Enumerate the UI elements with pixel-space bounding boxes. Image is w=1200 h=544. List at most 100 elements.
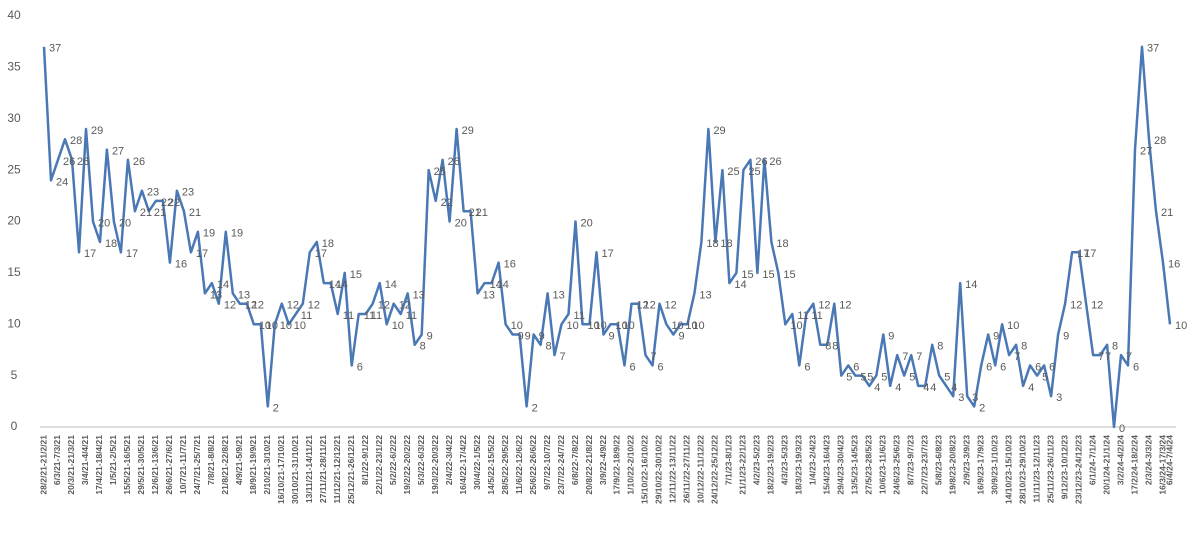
x-tick-label: 9/7/22-10/7/22: [542, 435, 552, 490]
value-label: 5: [846, 372, 852, 384]
value-label: 9: [1063, 330, 1069, 342]
value-label: 26: [769, 156, 781, 168]
value-label: 17: [196, 248, 208, 260]
value-label: 11: [811, 310, 822, 322]
value-label: 18: [720, 238, 732, 250]
x-tick-label: 21/1/23-22/1/23: [738, 435, 748, 495]
x-tick-label: 18/9/21-19/9/21: [248, 435, 258, 495]
x-tick-label: 10/6/23-11/6/23: [878, 435, 888, 494]
value-label: 2: [979, 402, 985, 414]
value-label: 9: [427, 330, 433, 342]
value-label: 14: [497, 279, 509, 291]
x-tick-label: 26/11/22-27/11/22: [682, 435, 692, 503]
y-tick-label: 5: [11, 368, 18, 382]
value-label: 17: [126, 248, 138, 260]
value-label: 16: [1168, 259, 1180, 271]
x-tick-label: 22/1/22-23/1/22: [374, 435, 384, 495]
value-label: 17: [1077, 248, 1089, 260]
x-tick-label: 19/3/22-20/3/22: [430, 435, 440, 495]
value-label: 10: [588, 320, 600, 332]
value-label: 24: [56, 176, 68, 188]
x-tick-label: 30/10/21-31/10/21: [290, 435, 300, 504]
value-label: 3: [958, 392, 964, 404]
x-tick-label: 8/1/22-9/1/22: [360, 435, 370, 485]
value-label: 7: [650, 351, 656, 363]
x-tick-label: 28/10/23-29/10/23: [1017, 435, 1027, 504]
value-label: 27: [1140, 145, 1152, 157]
x-tick-label: 2/4/22-3/4/22: [444, 435, 454, 485]
value-label: 3: [1056, 392, 1062, 404]
x-tick-label: 27/5/23-28/5/23: [864, 435, 874, 495]
value-label: 5: [944, 372, 950, 384]
x-tick-label: 7/8/21-8/8/21: [206, 435, 216, 485]
value-label: 3: [972, 392, 978, 404]
x-tick-label: 24/12/22-25/12/22: [710, 435, 720, 504]
y-tick-label: 35: [7, 60, 21, 74]
value-label: 22: [161, 197, 173, 209]
x-tick-label: 22/7/23-23/7/23: [919, 435, 929, 495]
x-tick-label: 17/4/21-18/4/21: [94, 435, 104, 495]
x-tick-label: 8/7/23-9/7/23: [905, 435, 915, 485]
x-tick-label: 4/2/23-5/2/23: [752, 435, 762, 485]
value-label: 0: [1119, 423, 1125, 435]
x-tick-label: 16/4/22-17/4/22: [458, 435, 468, 495]
value-label: 21: [189, 207, 201, 219]
x-tick-label: 15/5/21-16/5/21: [122, 435, 132, 495]
x-tick-label: 13/11/21-14/11/21: [304, 435, 314, 503]
value-label: 17: [84, 248, 96, 260]
value-label: 10: [595, 320, 607, 332]
value-label: 7: [916, 351, 922, 363]
x-tick-label: 4/9/21-5/9/21: [234, 435, 244, 485]
value-label: 23: [147, 187, 159, 199]
value-label: 19: [231, 228, 243, 240]
value-label: 6: [1049, 361, 1055, 373]
value-label: 7: [902, 351, 908, 363]
value-label: 9: [518, 330, 524, 342]
value-label: 4: [951, 382, 957, 394]
value-label: 11: [406, 310, 417, 322]
value-label: 10: [266, 320, 278, 332]
value-label: 16: [175, 259, 187, 271]
value-label: 25: [434, 166, 446, 178]
x-tick-label: 11/11/23-12/11/23: [1031, 435, 1041, 503]
value-label: 6: [853, 361, 859, 373]
value-label: 26: [63, 156, 75, 168]
x-tick-label: 29/4/23-30/4/23: [836, 435, 846, 495]
value-label: 9: [539, 330, 545, 342]
x-tick-label: 11/6/22-12/6/22: [514, 435, 524, 494]
x-tick-label: 14/5/22-15/5/22: [486, 435, 496, 495]
y-tick-label: 15: [7, 265, 21, 279]
value-label: 9: [888, 330, 894, 342]
value-label: 14: [217, 279, 229, 291]
x-tick-label: 3/4/21-4/4/21: [80, 435, 90, 485]
value-label: 9: [609, 330, 615, 342]
x-tick-label: 24/6/23-25/6/23: [891, 435, 901, 495]
x-tick-label: 6/4/24-7/4/24: [1164, 435, 1174, 485]
value-label: 15: [741, 269, 753, 281]
x-tick-label: 2/3/24-3/3/24: [1143, 435, 1153, 485]
y-tick-label: 25: [7, 162, 21, 176]
value-label: 22: [168, 197, 180, 209]
value-label: 26: [755, 156, 767, 168]
value-label: 17: [1084, 248, 1096, 260]
value-label: 7: [1126, 351, 1132, 363]
value-label: 10: [280, 320, 292, 332]
value-label: 25: [748, 166, 760, 178]
y-tick-label: 40: [7, 8, 21, 22]
value-label: 13: [413, 289, 425, 301]
x-tick-label: 20/3/21-21/3/21: [66, 435, 76, 495]
value-label: 20: [455, 217, 467, 229]
value-label: 15: [783, 269, 795, 281]
value-label: 21: [1161, 207, 1173, 219]
x-tick-label: 27/11/21-28/11/21: [318, 435, 328, 503]
x-tick-label: 1/5/21-2/5/21: [108, 435, 118, 485]
x-tick-label: 29/5/21-30/5/21: [136, 435, 146, 495]
x-tick-label: 28/5/22-29/5/22: [500, 435, 510, 495]
value-label: 37: [49, 43, 61, 55]
x-tick-label: 6/3/21-7/3/21: [52, 435, 62, 485]
value-label: 7: [1105, 351, 1111, 363]
value-label: 8: [420, 341, 426, 353]
value-label: 10: [615, 320, 627, 332]
value-label: 21: [476, 207, 488, 219]
